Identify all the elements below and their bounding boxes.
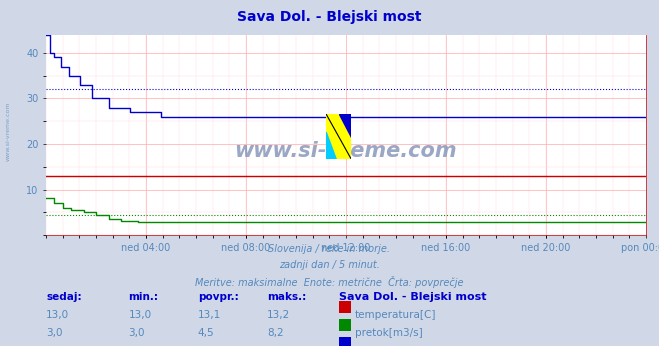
Text: Sava Dol. - Blejski most: Sava Dol. - Blejski most xyxy=(339,292,487,302)
Text: 13,2: 13,2 xyxy=(267,310,290,320)
Text: 8,2: 8,2 xyxy=(267,328,283,338)
Polygon shape xyxy=(326,132,336,159)
Text: maks.:: maks.: xyxy=(267,292,306,302)
Polygon shape xyxy=(339,114,351,137)
Text: 13,1: 13,1 xyxy=(198,310,221,320)
Text: www.si-vreme.com: www.si-vreme.com xyxy=(235,141,457,161)
Text: 13,0: 13,0 xyxy=(46,310,69,320)
Text: temperatura[C]: temperatura[C] xyxy=(355,310,436,320)
Text: 3,0: 3,0 xyxy=(129,328,145,338)
Text: povpr.:: povpr.: xyxy=(198,292,239,302)
Text: zadnji dan / 5 minut.: zadnji dan / 5 minut. xyxy=(279,260,380,270)
Text: Slovenija / reke in morje.: Slovenija / reke in morje. xyxy=(268,244,391,254)
Polygon shape xyxy=(326,114,351,159)
Text: 4,5: 4,5 xyxy=(198,328,214,338)
Text: sedaj:: sedaj: xyxy=(46,292,82,302)
Text: min.:: min.: xyxy=(129,292,159,302)
Text: pretok[m3/s]: pretok[m3/s] xyxy=(355,328,422,338)
Text: Meritve: maksimalne  Enote: metrične  Črta: povprečje: Meritve: maksimalne Enote: metrične Črta… xyxy=(195,276,464,289)
Text: 13,0: 13,0 xyxy=(129,310,152,320)
Text: Sava Dol. - Blejski most: Sava Dol. - Blejski most xyxy=(237,10,422,24)
Text: 3,0: 3,0 xyxy=(46,328,63,338)
Text: www.si-vreme.com: www.si-vreme.com xyxy=(6,102,11,161)
